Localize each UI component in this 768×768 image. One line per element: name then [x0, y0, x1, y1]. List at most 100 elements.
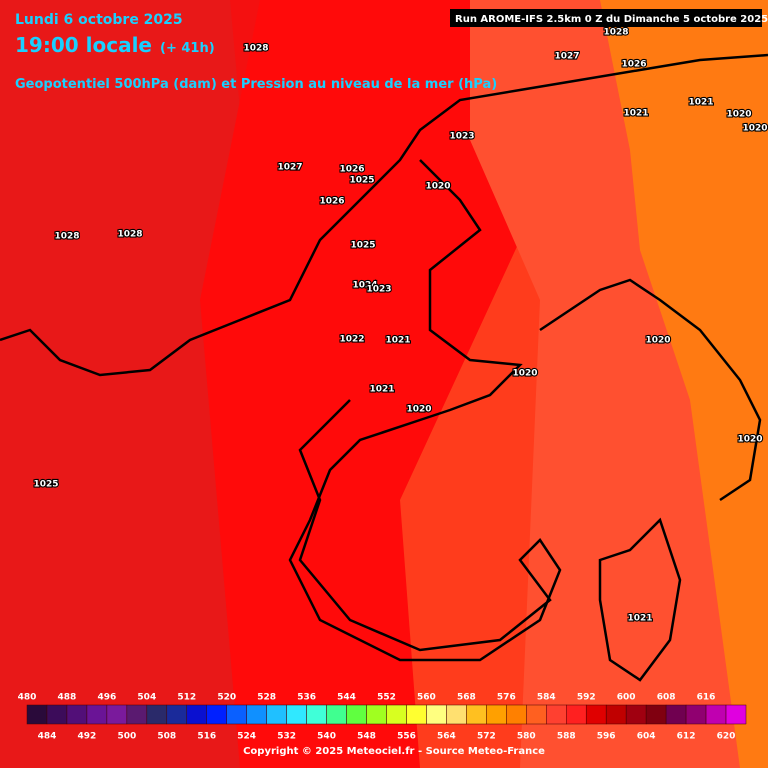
isobar-label: 1020	[425, 182, 450, 192]
band-584b	[200, 0, 560, 768]
isobar-label: 1022	[339, 335, 364, 345]
isobar-label: 1023	[449, 132, 474, 142]
scale-swatch	[326, 704, 347, 725]
scale-label: 556	[397, 732, 416, 742]
isobar-label: 1020	[512, 369, 537, 379]
scale-swatch	[566, 704, 587, 725]
scale-label: 528	[257, 693, 276, 703]
scale-swatch	[46, 704, 68, 725]
isobar-label: 1028	[603, 28, 628, 38]
isobar-label: 1020	[645, 336, 670, 346]
scale-label: 516	[197, 732, 216, 742]
scale-label: 536	[297, 693, 316, 703]
coast	[288, 159, 562, 662]
scale-label: 600	[617, 693, 636, 703]
coastlines	[0, 53, 768, 682]
scale-swatch	[585, 704, 607, 725]
scale-label: 620	[717, 732, 736, 742]
isobar-label: 1026	[319, 197, 344, 207]
isobar-label: 1026	[339, 165, 364, 175]
scale-label: 592	[577, 693, 596, 703]
scale-label: 512	[177, 693, 196, 703]
scale-swatch	[166, 704, 188, 725]
isobar-label: 1027	[554, 52, 579, 62]
isobar-label: 1025	[33, 480, 58, 490]
scale-label: 540	[317, 732, 336, 742]
scale-swatch	[66, 704, 88, 725]
date: Lundi 6 octobre 2025	[15, 12, 183, 28]
isobar-label: 1021	[623, 109, 648, 119]
scale-label: 596	[597, 732, 616, 742]
isobar-label: 1020	[726, 110, 751, 120]
isobar-label: 1020	[406, 405, 431, 415]
scale-swatch	[286, 704, 307, 725]
isobar-label: 1028	[54, 232, 79, 242]
scale-swatch	[206, 704, 227, 725]
scale-label: 504	[137, 693, 156, 703]
scale-label: 616	[697, 693, 716, 703]
subtitle: Geopotentiel 500hPa (dam) et Pression au…	[15, 77, 497, 92]
scale-swatch	[146, 704, 168, 725]
scale-swatch	[725, 704, 747, 725]
isobar-label: 1025	[349, 176, 374, 186]
isobar-label: 1021	[369, 385, 394, 395]
scale-label: 560	[417, 693, 436, 703]
isobar-label: 1026	[621, 60, 646, 70]
scale-label: 496	[97, 693, 116, 703]
scale-swatch	[685, 704, 707, 725]
scale-swatch	[486, 704, 507, 725]
scale-swatch	[546, 704, 567, 725]
scale-label: 608	[657, 693, 676, 703]
scale-swatch	[266, 704, 287, 725]
scale-label: 612	[677, 732, 696, 742]
isobar-label: 1028	[243, 44, 268, 54]
scale-label: 500	[117, 732, 136, 742]
time: 19:00 locale	[15, 33, 152, 57]
scale-label: 568	[457, 693, 476, 703]
scale-swatch	[446, 704, 467, 725]
lead-time: (+ 41h)	[160, 41, 215, 56]
scale-label: 584	[537, 693, 556, 703]
scale-label: 480	[18, 693, 37, 703]
scale-swatch	[506, 704, 527, 725]
run-box	[450, 9, 762, 27]
scale-swatch	[466, 704, 487, 725]
copyright: Copyright © 2025 Meteociel.fr - Source M…	[243, 746, 545, 757]
scale-swatch	[126, 704, 148, 725]
scale-swatch	[366, 704, 387, 725]
scale-swatch	[86, 704, 108, 725]
isobar-label: 1024	[352, 281, 377, 291]
isobar-label: 1021	[688, 98, 713, 108]
scale-label: 544	[337, 693, 356, 703]
isobar-label: 1028	[117, 230, 142, 240]
scale-label: 484	[38, 732, 57, 742]
isobar-label: 1021	[627, 614, 652, 624]
isobar-label: 1023	[366, 285, 391, 295]
scale-swatch	[526, 704, 547, 725]
scale-swatch	[306, 704, 327, 725]
scale-swatch	[106, 704, 128, 725]
scale-swatch	[386, 704, 407, 725]
island	[598, 517, 682, 682]
isobar-label: 1027	[277, 163, 302, 173]
scale-swatch	[226, 704, 247, 725]
scale-label: 576	[497, 693, 516, 703]
scale-label: 492	[78, 732, 97, 742]
scale-swatch	[665, 704, 687, 725]
scale-swatch	[426, 704, 447, 725]
scale-label: 552	[377, 693, 396, 703]
scale-label: 564	[437, 732, 456, 742]
isobar-label: 1025	[350, 241, 375, 251]
band-568	[600, 0, 768, 768]
scale-label: 572	[477, 732, 496, 742]
scale-label: 604	[637, 732, 656, 742]
scale-swatch	[26, 704, 48, 725]
scale-label: 580	[517, 732, 536, 742]
scale-swatch	[186, 704, 207, 725]
scale-swatch	[346, 704, 367, 725]
isobar-label: 1020	[742, 124, 767, 134]
scale-label: 524	[237, 732, 256, 742]
scale-label: 532	[277, 732, 296, 742]
scale-swatch	[246, 704, 267, 725]
